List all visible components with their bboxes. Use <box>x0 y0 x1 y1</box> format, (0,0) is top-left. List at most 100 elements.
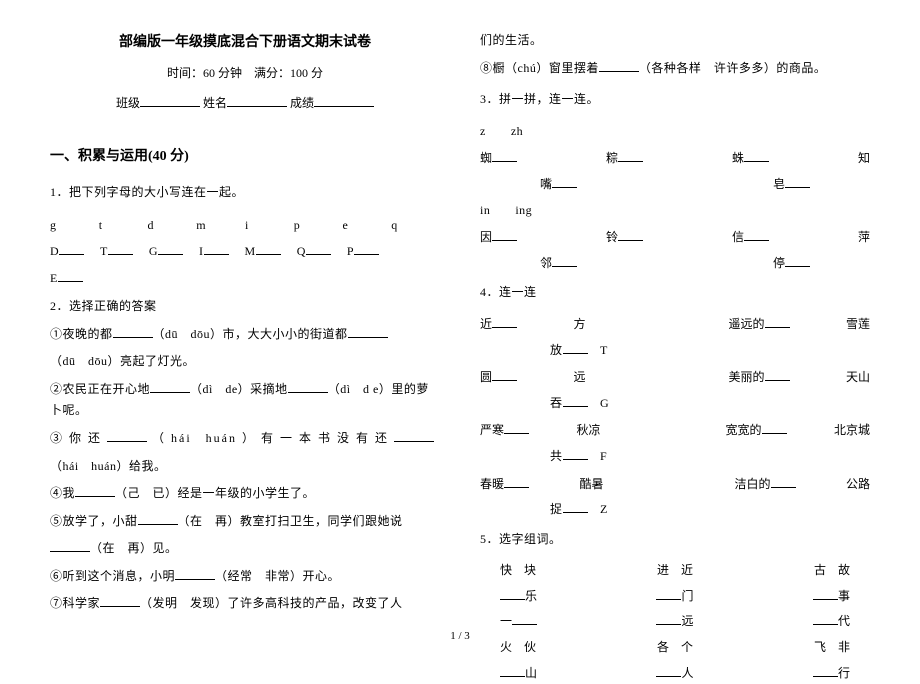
q2-1: ①夜晚的都（dū dōu）市，大大小小的街道都 <box>50 324 440 346</box>
char: 停 <box>773 256 785 270</box>
char: 因 <box>480 230 492 244</box>
char: F <box>600 449 607 463</box>
q5-r1: 快 块 进 近 古 故 <box>480 560 870 582</box>
q1-row1: g t d m i p e q <box>50 215 440 237</box>
q2-8: ⑧橱（chú）窗里摆着（各种各样 许许多多）的商品。 <box>480 58 870 80</box>
char: 嘴 <box>540 177 552 191</box>
q3-r1: z zh <box>480 121 870 143</box>
text: （在 再）教室打扫卫生，同学们跟她说 <box>178 514 403 528</box>
text: ⑤放学了，小甜 <box>50 514 138 528</box>
char: 捉 <box>550 502 563 516</box>
text: （经常 非常）开心。 <box>215 569 340 583</box>
char: 邻 <box>540 256 552 270</box>
q1-row2: D T G I M Q P <box>50 241 440 263</box>
text: （dì de）采摘地 <box>190 382 288 396</box>
char: 近 <box>480 317 492 331</box>
text: （在 再）见。 <box>90 541 178 555</box>
q2-3b: （hái huán）给我。 <box>50 456 440 478</box>
q2-1b: （dū dōu）亮起了灯光。 <box>50 351 440 373</box>
letter: i <box>245 215 294 237</box>
text: （dū dōu）市，大大小小的街道都 <box>153 327 348 341</box>
text: （己 已）经是一年级的小学生了。 <box>115 486 315 500</box>
text: ②农民正在开心地 <box>50 382 150 396</box>
char: 严寒 <box>480 423 504 437</box>
text: ④我 <box>50 486 75 500</box>
page-footer: 1 / 3 <box>0 630 920 642</box>
pair: 快 块 <box>500 560 536 582</box>
text: （ hái huán ） 有 一 本 书 没 有 还 <box>152 431 389 445</box>
q4-row-6: 春暖 酷暑 洁白的 公路 <box>480 474 870 496</box>
right-column: 们的生活。 ⑧橱（chú）窗里摆着（各种各样 许许多多）的商品。 3．拼一拼，连… <box>480 30 870 610</box>
q3-r4: 因 铃 信 萍 <box>480 227 870 249</box>
char: 信 <box>732 230 744 244</box>
text: （各种各样 许许多多）的商品。 <box>639 61 827 75</box>
letter: t <box>99 215 148 237</box>
letter: q <box>391 215 440 237</box>
section-1-heading: 一、积累与运用(40 分) <box>50 144 440 169</box>
q2-7: ⑦科学家（发明 发现）了许多高科技的产品，改变了人 <box>50 593 440 615</box>
q2-6: ⑥听到这个消息，小明 （经常 非常）开心。 <box>50 566 440 588</box>
q5-r2: 乐 门 事 <box>480 586 870 608</box>
char: 行 <box>838 666 850 680</box>
q2-label: 2．选择正确的答案 <box>50 296 440 318</box>
pair: 古 故 <box>814 560 850 582</box>
q3-r2: 蜘 粽 蛛 知 <box>480 148 870 170</box>
char: 酷暑 <box>580 477 604 491</box>
char: 粽 <box>606 151 618 165</box>
text: （发明 发现）了许多高科技的产品，改变了人 <box>140 596 403 610</box>
class-label: 班级 <box>116 96 140 110</box>
name-label: 姓名 <box>203 96 227 110</box>
q3-r2b: 嘴 皂 <box>480 174 870 196</box>
char: 宽宽的 <box>725 423 761 437</box>
q1-e: E <box>50 268 440 290</box>
char: 放 <box>550 343 563 357</box>
char: 天山 <box>846 370 870 384</box>
char: 皂 <box>773 177 785 191</box>
q4-row-7: 捉 Z <box>480 499 870 521</box>
q4-row-0: 近 方 遥远的 雪莲 <box>480 314 870 336</box>
char: 吞 <box>550 396 563 410</box>
text: ③ 你 还 <box>50 431 102 445</box>
char: 共 <box>550 449 563 463</box>
q3-r3: in ing <box>480 200 870 222</box>
char: 秋凉 <box>577 423 601 437</box>
q4-label: 4．连一连 <box>480 282 870 304</box>
page-title: 部编版一年级摸底混合下册语文期末试卷 <box>50 30 440 55</box>
char: 遥远的 <box>728 317 764 331</box>
char: 圆 <box>480 370 492 384</box>
char: 美丽的 <box>728 370 764 384</box>
char: 门 <box>681 589 693 603</box>
q4-row-4: 严寒 秋凉 宽宽的 北京城 <box>480 420 870 442</box>
q5-label: 5．选字组词。 <box>480 529 870 551</box>
text: ⑥听到这个消息，小明 <box>50 569 175 583</box>
letter: E <box>50 271 58 285</box>
letter: D <box>50 244 59 258</box>
q2-5: ⑤放学了，小甜 （在 再）教室打扫卫生，同学们跟她说 <box>50 511 440 533</box>
q4-row-1: 放 T <box>480 340 870 362</box>
q2-5b: （在 再）见。 <box>50 538 440 560</box>
char: 方 <box>574 317 586 331</box>
letter: G <box>149 244 158 258</box>
char: 乐 <box>525 589 537 603</box>
letter: Q <box>297 244 306 258</box>
char: 铃 <box>606 230 618 244</box>
q5-r5: 山 人 行 <box>480 663 870 684</box>
char: 萍 <box>858 230 870 244</box>
char: 洁白的 <box>734 477 770 491</box>
q2-2: ②农民正在开心地（dì de）采摘地（dì d e）里的萝卜呢。 <box>50 379 440 422</box>
letter: p <box>294 215 343 237</box>
char: T <box>600 343 608 357</box>
q4-row-2: 圆 远 美丽的 天山 <box>480 367 870 389</box>
char: 知 <box>858 151 870 165</box>
q4-row-3: 吞 G <box>480 393 870 415</box>
char: 事 <box>838 589 850 603</box>
q3-label: 3．拼一拼，连一连。 <box>480 89 870 111</box>
q1-label: 1．把下列字母的大小写连在一起。 <box>50 182 440 204</box>
time-score: 时间：60 分钟 满分：100 分 <box>50 63 440 85</box>
left-column: 部编版一年级摸底混合下册语文期末试卷 时间：60 分钟 满分：100 分 班级 … <box>50 30 440 610</box>
letter: T <box>100 244 108 258</box>
letter: M <box>245 244 256 258</box>
char: Z <box>600 502 608 516</box>
char: 远 <box>681 614 693 628</box>
letter: d <box>148 215 197 237</box>
